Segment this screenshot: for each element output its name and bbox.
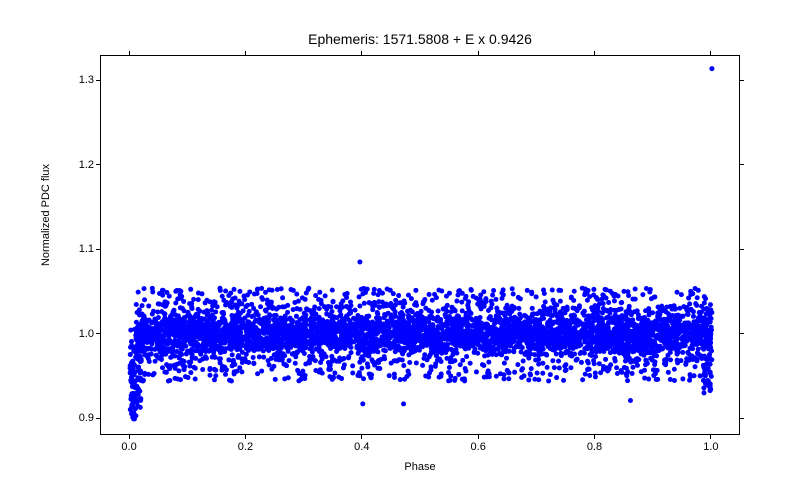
y-tick-mark [96,333,100,334]
y-tick-mark [96,164,100,165]
y-tick-label: 1.1 [70,243,94,255]
y-tick-label: 1.3 [70,74,94,86]
y-tick-label: 1.2 [70,159,94,171]
x-tick-label: 0.6 [471,441,486,453]
x-tick-mark [478,435,479,439]
x-tick-label: 0.0 [121,441,136,453]
x-tick-mark [361,435,362,439]
x-tick-mark [710,435,711,439]
x-tick-label: 1.0 [703,441,718,453]
x-tick-mark [245,51,246,55]
y-tick-mark [96,418,100,419]
x-tick-label: 0.4 [354,441,369,453]
y-tick-mark [740,418,744,419]
y-axis-label: Normalized PDC flux [40,115,52,315]
y-tick-mark [96,80,100,81]
x-tick-label: 0.2 [238,441,253,453]
x-tick-mark [245,435,246,439]
y-tick-mark [740,333,744,334]
y-tick-label: 1.0 [70,328,94,340]
x-tick-mark [129,435,130,439]
scatter-layer [101,56,741,436]
x-tick-mark [478,51,479,55]
x-tick-mark [361,51,362,55]
plot-area [100,55,740,435]
y-tick-mark [96,249,100,250]
x-axis-label: Phase [100,461,740,473]
x-tick-mark [710,51,711,55]
y-tick-mark [740,80,744,81]
y-tick-label: 0.9 [70,412,94,424]
x-tick-mark [594,435,595,439]
figure: Ephemeris: 1571.5808 + E x 0.9426 Phase … [0,0,800,500]
x-tick-mark [594,51,595,55]
x-tick-label: 0.8 [587,441,602,453]
y-tick-mark [740,249,744,250]
chart-title: Ephemeris: 1571.5808 + E x 0.9426 [100,31,740,47]
y-tick-mark [740,164,744,165]
x-tick-mark [129,51,130,55]
